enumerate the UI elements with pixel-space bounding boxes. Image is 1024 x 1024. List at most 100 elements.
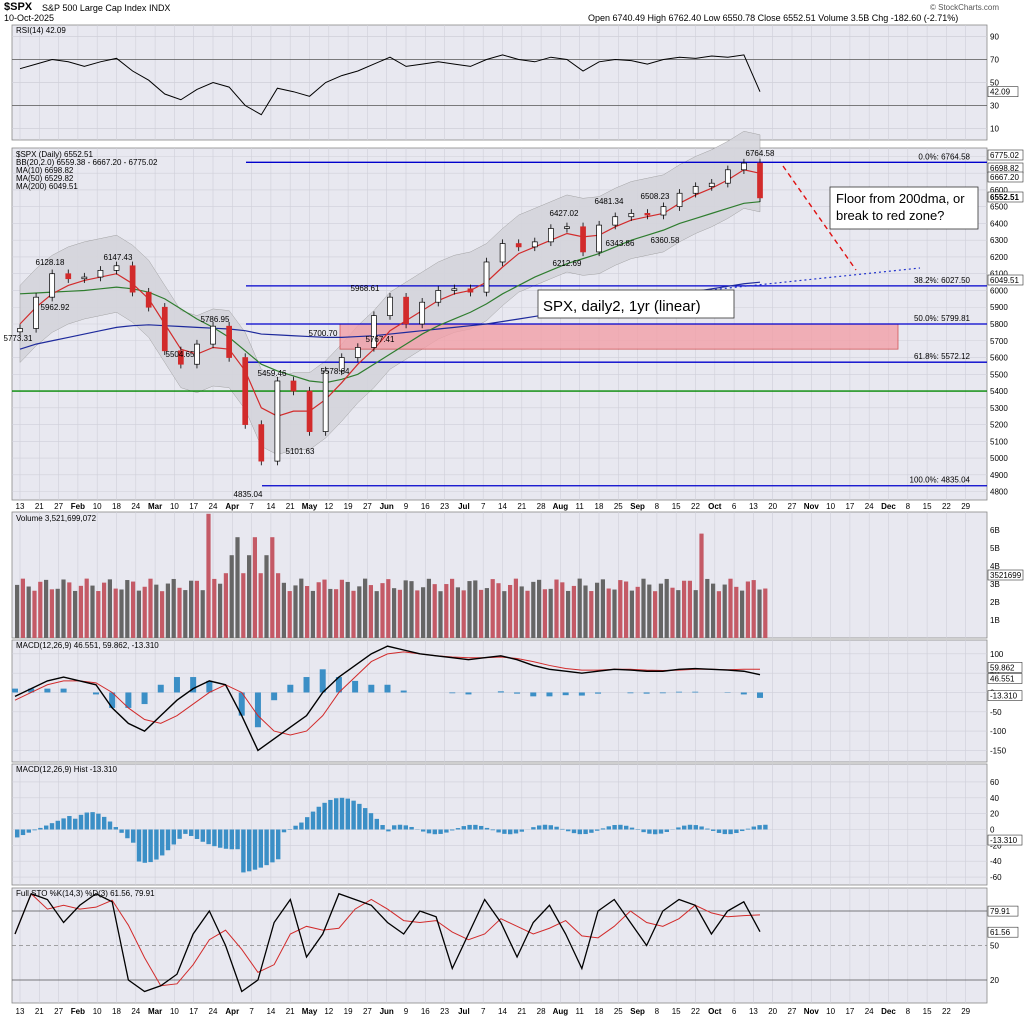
hist-tick-label: 40	[990, 794, 999, 803]
hist-bar	[484, 827, 490, 830]
hist-bar	[357, 803, 362, 830]
candle	[178, 350, 184, 365]
hist-bar	[44, 825, 49, 830]
candle	[499, 243, 506, 263]
hist-tick-label: -40	[990, 857, 1002, 866]
hist-bar	[542, 824, 548, 830]
x-tick-label: 22	[942, 1007, 951, 1016]
price-label: 6508.23	[641, 192, 670, 201]
hist-bar	[61, 818, 66, 830]
price-tick-label: 4900	[990, 471, 1008, 480]
rsi-line	[19, 54, 761, 116]
hist-bar	[479, 825, 484, 830]
volume-bar	[107, 579, 112, 638]
hist-bar	[305, 817, 310, 830]
macd-tick-label: 100	[990, 650, 1004, 659]
volume-bar	[136, 590, 141, 638]
candle	[451, 288, 458, 291]
price-tick-label: 5900	[990, 303, 1008, 312]
macd-hist-bar	[206, 680, 213, 693]
candle	[531, 241, 538, 248]
volume-bar	[577, 578, 582, 638]
volume-bar	[571, 585, 576, 638]
hist-bar	[142, 829, 147, 863]
hist-bar	[125, 829, 130, 839]
candle	[596, 224, 602, 253]
sto-value-tag: 61.56	[990, 928, 1011, 937]
volume-bar	[247, 555, 252, 638]
hist-bar	[508, 829, 513, 835]
hist-bar	[84, 812, 89, 830]
macd-hist-bar	[109, 692, 116, 708]
price-tick-label: 5300	[990, 404, 1008, 413]
x-tick-label: 25	[614, 1007, 623, 1016]
price-tick-label: 6300	[990, 236, 1008, 245]
volume-bar	[73, 590, 78, 638]
candle	[145, 291, 152, 308]
volume-bar	[641, 578, 646, 638]
volume-bar	[670, 587, 675, 638]
hist-bar	[148, 829, 153, 863]
volume-bar	[658, 583, 663, 638]
x-tick-label: 8	[655, 502, 660, 511]
hist-bar	[722, 829, 727, 835]
price-tick-label: 6100	[990, 270, 1008, 279]
hist-bar	[426, 829, 432, 834]
x-tick-label: 9	[404, 502, 409, 511]
candle	[113, 265, 120, 271]
x-tick-label: Sep	[630, 1007, 645, 1016]
price-label: 6212.69	[553, 259, 582, 268]
x-tick-label: 7	[249, 502, 254, 511]
x-tick-label: Oct	[708, 502, 722, 511]
x-tick-label: 8	[906, 502, 911, 511]
macd-hist-bar	[271, 692, 278, 701]
volume-bar	[560, 582, 565, 638]
volume-bar	[96, 591, 101, 638]
macd-hist-bar	[514, 692, 521, 694]
price-tick-label: 6500	[990, 203, 1008, 212]
panel-macd	[11, 639, 988, 763]
volume-tick-label: 5B	[990, 544, 1000, 553]
price-tick-label: 5000	[990, 454, 1008, 463]
fib-label: 38.2%: 6027.50	[914, 276, 971, 285]
candle	[467, 288, 474, 293]
hist-bar	[531, 827, 536, 830]
candle	[644, 213, 651, 216]
candle	[258, 424, 265, 462]
fib-label: 61.8%: 5572.12	[914, 352, 971, 361]
volume-bar	[380, 583, 385, 638]
volume-bar	[258, 573, 263, 638]
x-tick-label: Dec	[881, 502, 896, 511]
volume-bar	[450, 578, 455, 638]
hist-bar	[78, 814, 84, 830]
hist-bar	[229, 829, 234, 850]
hist-bar	[322, 802, 327, 830]
macd-value-tag: 59.862	[990, 663, 1015, 672]
hist-bar	[107, 821, 113, 830]
hist-tick-label: 0	[990, 826, 995, 835]
hist-bar	[206, 829, 211, 845]
value-tag	[987, 926, 1019, 938]
volume-bar	[618, 580, 623, 638]
volume-bar	[223, 573, 228, 638]
x-tick-label: 17	[845, 1007, 854, 1016]
macd-hist-bar	[238, 692, 245, 716]
hist-bar	[624, 825, 629, 830]
volume-bar	[310, 590, 315, 638]
volume-bar	[612, 589, 617, 638]
volume-bar	[281, 582, 286, 638]
candle	[17, 328, 23, 333]
volume-bar	[751, 580, 756, 638]
volume-bar	[513, 578, 518, 638]
x-tick-label: 21	[35, 1007, 44, 1016]
volume-bar	[78, 585, 83, 638]
x-tick-label: 18	[112, 502, 121, 511]
volume-bar	[699, 533, 704, 638]
hist-bar	[368, 813, 374, 830]
hist-bar	[183, 829, 188, 834]
x-tick-label: 10	[93, 502, 102, 511]
hist-value-tag: -13.310	[990, 836, 1018, 845]
volume-bar	[461, 590, 466, 638]
hist-bar	[728, 829, 733, 835]
macd-signal-line	[14, 651, 760, 736]
